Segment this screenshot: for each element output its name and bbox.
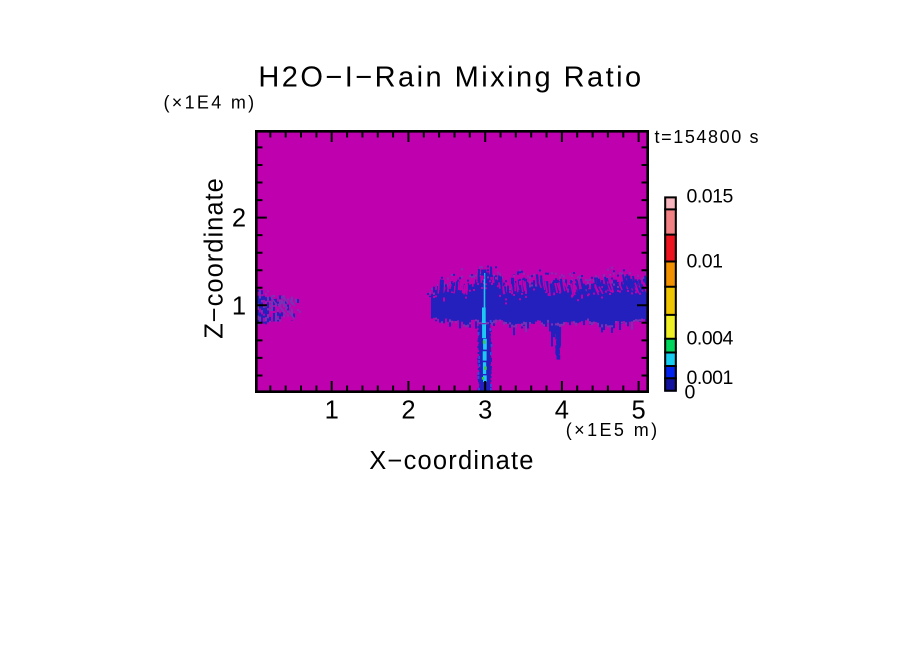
svg-text:3: 3 [478, 397, 492, 425]
svg-text:5: 5 [632, 397, 646, 425]
svg-text:0.004: 0.004 [687, 328, 734, 350]
svg-text:2: 2 [232, 205, 246, 233]
svg-text:0: 0 [685, 382, 696, 404]
svg-text:1: 1 [232, 293, 246, 321]
svg-text:X−coordinate: X−coordinate [369, 447, 534, 475]
svg-text:0.01: 0.01 [687, 251, 723, 273]
svg-text:1: 1 [325, 397, 339, 425]
svg-text:(×1E5 m): (×1E5 m) [566, 420, 660, 440]
svg-text:t=154800 s: t=154800 s [655, 127, 761, 147]
svg-text:0.015: 0.015 [687, 186, 734, 208]
svg-text:4: 4 [555, 397, 569, 425]
svg-text:(×1E4 m): (×1E4 m) [164, 92, 257, 112]
svg-text:0.001: 0.001 [687, 367, 733, 389]
svg-text:H2O−I−Rain Mixing Ratio: H2O−I−Rain Mixing Ratio [258, 62, 643, 94]
svg-text:Z−coordinate: Z−coordinate [201, 177, 229, 339]
svg-text:2: 2 [401, 397, 415, 425]
